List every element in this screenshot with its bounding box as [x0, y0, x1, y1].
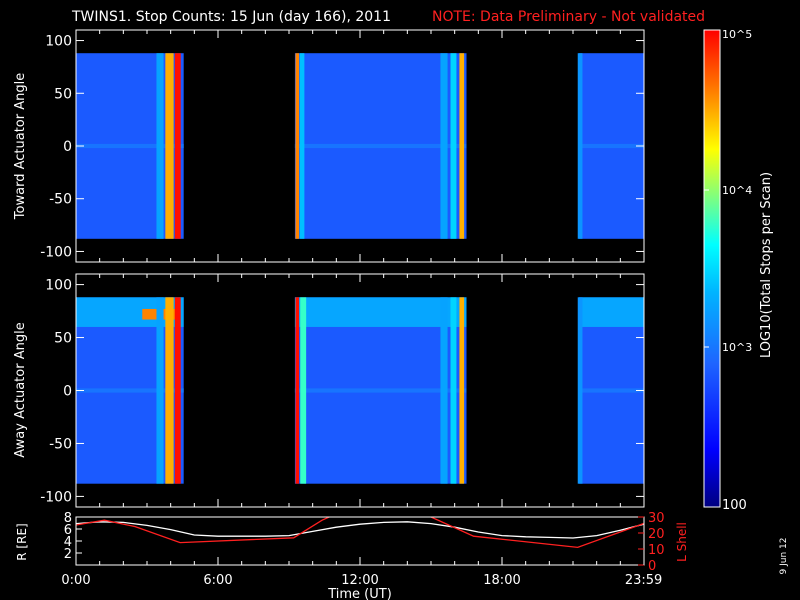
colorbar: 10^5 10^4 10^3 100 LOG10(Total Stops per… — [703, 28, 774, 513]
middle-bright-band-2 — [174, 297, 181, 484]
top-ytick-label-2: 0 — [63, 139, 72, 155]
time-tick-label-3: 18:00 — [483, 573, 520, 588]
bottom-ytick-right-label-0: 0 — [648, 559, 656, 574]
top-bright-band-0 — [156, 53, 164, 239]
middle-high-angle-band-2 — [578, 297, 644, 327]
time-axis-label: Time (UT) — [327, 587, 392, 600]
top-heatmap — [76, 53, 644, 239]
middle-zero-angle-stripe-0 — [76, 388, 184, 393]
colorbar-tick-label-1e5: 10^5 — [722, 28, 752, 41]
middle-bright-band-4 — [300, 297, 307, 484]
middle-bright-band-5 — [440, 297, 448, 484]
middle-bright-band-8 — [577, 297, 583, 484]
top-ytick-label-4: -100 — [40, 244, 72, 260]
middle-ytick-label-2: 0 — [63, 384, 72, 400]
time-tick-label-1: 6:00 — [203, 573, 232, 588]
middle-bright-band-6 — [450, 297, 457, 484]
orbit-series-0 — [76, 521, 644, 539]
middle-bright-band-0 — [156, 297, 164, 484]
middle-bright-band-3 — [295, 297, 300, 484]
top-bright-band-2 — [174, 53, 181, 239]
bottom-ytick-left-label-3: 8 — [64, 511, 72, 526]
top-zero-angle-stripe-1 — [294, 143, 467, 149]
colorbar-tick-label-1e3: 10^3 — [722, 341, 752, 354]
top-bright-band-4 — [299, 53, 305, 239]
middle-ytick-label-1: 50 — [54, 331, 72, 347]
top-ytick-label-1: 50 — [54, 86, 72, 102]
middle-heatmap — [76, 297, 644, 484]
time-tick-label-0: 0:00 — [61, 573, 90, 588]
middle-ytick-label-3: -50 — [49, 436, 72, 452]
bottom-ytick-right-label-3: 30 — [648, 511, 665, 526]
top-panel-axes: 100 50 0 -50 -100 — [40, 30, 645, 262]
preliminary-note: NOTE: Data Preliminary - Not validated — [432, 9, 705, 25]
time-tick-label-2: 12:00 — [341, 573, 378, 588]
top-bright-band-1 — [165, 53, 174, 239]
top-bright-band-5 — [440, 53, 448, 239]
top-bright-band-3 — [295, 53, 300, 239]
chart-title: TWINS1. Stop Counts: 15 Jun (day 166), 2… — [71, 9, 391, 25]
bottom-ytick-left-label-0: 2 — [64, 547, 72, 562]
middle-bright-band-1 — [165, 297, 174, 484]
colorbar-label: LOG10(Total Stops per Scan) — [759, 172, 774, 358]
top-ytick-label-0: 100 — [45, 34, 72, 50]
top-zero-angle-stripe-0 — [76, 143, 184, 149]
middle-ytick-label-0: 100 — [45, 278, 72, 294]
middle-zero-angle-stripe-2 — [578, 388, 644, 393]
colorbar-frame — [703, 29, 721, 508]
colorbar-tick-label-100: 100 — [722, 498, 747, 513]
bottom-ytick-right-label-1: 10 — [648, 543, 665, 558]
top-panel: 100 50 0 -50 -100 Toward Actuator Angle — [13, 29, 645, 263]
colorbar-gradient — [704, 30, 720, 507]
middle-bright-band-7 — [459, 297, 465, 484]
middle-high-angle-band-1 — [294, 297, 467, 327]
bottom-ytick-left-label-2: 6 — [64, 523, 72, 538]
middle-panel-ylabel: Away Actuator Angle — [13, 322, 28, 457]
top-panel-ylabel: Toward Actuator Angle — [13, 73, 28, 220]
side-date-stamp: 9 Jun 12 — [779, 538, 789, 575]
middle-ytick-label-4: -100 — [40, 489, 72, 505]
middle-panel: 100 50 0 -50 -100 Away Actuator Angle — [13, 273, 645, 508]
bottom-panel-right-ylabel: L Shell — [675, 522, 689, 562]
bottom-ytick-right-label-2: 20 — [648, 527, 665, 542]
orbit-lines — [76, 517, 644, 549]
orbit-series-1 — [76, 517, 331, 544]
time-tick-label-4: 23:59 — [625, 573, 662, 588]
top-bright-band-7 — [459, 53, 465, 239]
colorbar-tick-label-1e4: 10^4 — [722, 184, 752, 197]
top-bright-band-6 — [450, 53, 457, 239]
top-ytick-label-3: -50 — [49, 192, 72, 208]
bottom-panel-left-ylabel: R [RE] — [15, 523, 29, 560]
middle-panel-axes: 100 50 0 -50 -100 — [40, 274, 645, 507]
orbit-series-2 — [428, 517, 644, 549]
bottom-ytick-left-label-1: 4 — [64, 535, 72, 550]
top-bright-band-8 — [577, 53, 583, 239]
top-zero-angle-stripe-2 — [578, 143, 644, 149]
middle-zero-angle-stripe-1 — [294, 388, 467, 393]
